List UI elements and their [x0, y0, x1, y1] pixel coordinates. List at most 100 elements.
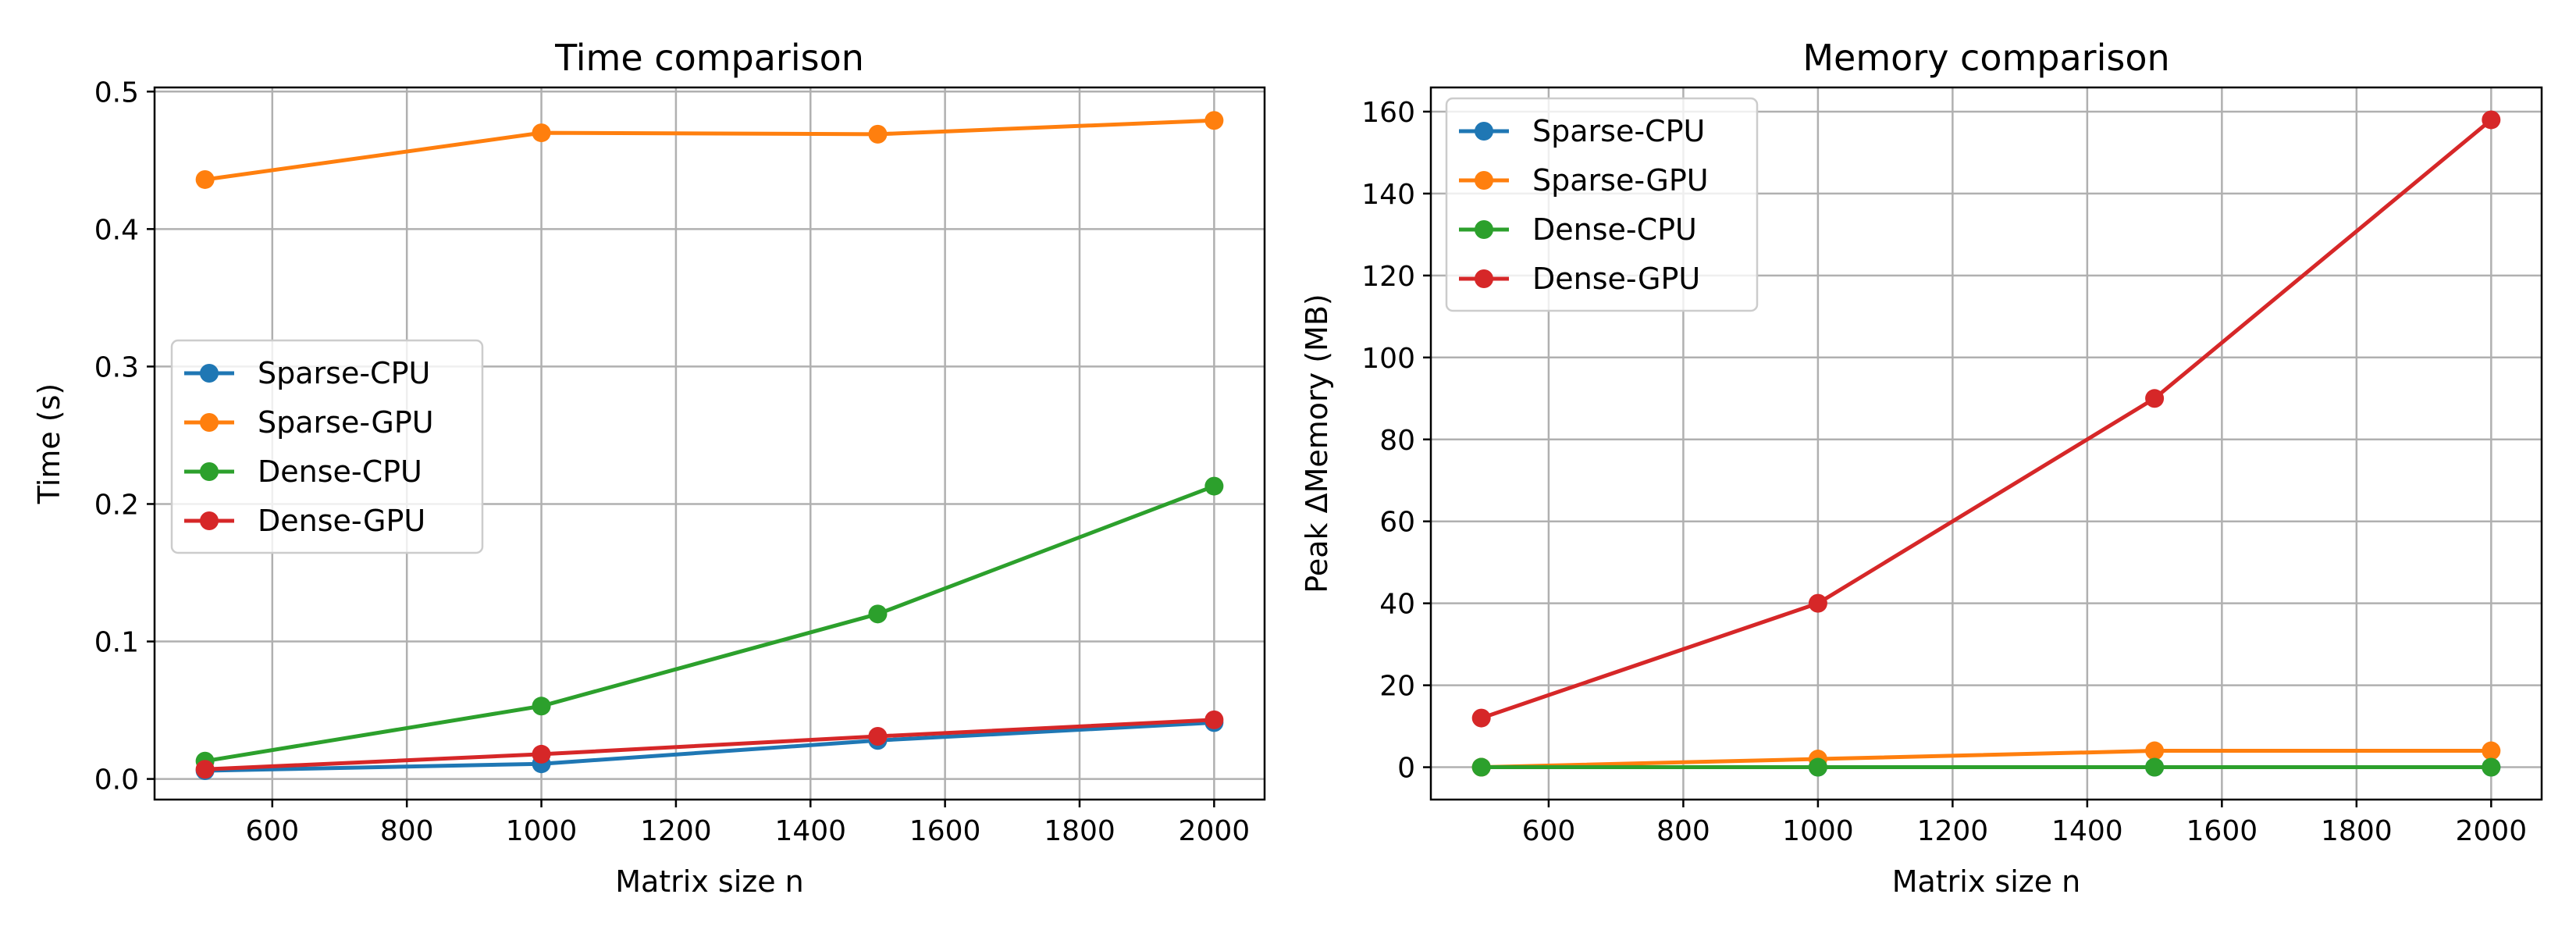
legend-entry-sparse-gpu: Sparse-GPU: [184, 405, 434, 440]
chart-title: Memory comparison: [1802, 37, 2169, 79]
time-comparison-chart: 600 800 1000 1200 1400 1600 1800 2000 0.0 0.1 0.2 0…: [32, 37, 1266, 899]
series-line: [205, 718, 1215, 771]
data-point: [1471, 708, 1491, 728]
series-line: [205, 484, 1215, 764]
plot-frame: [153, 86, 1266, 801]
legend-entry-dense-gpu: Dense-GPU: [1459, 262, 1700, 296]
legend-label: Sparse-GPU: [1532, 163, 1709, 198]
data-point: [532, 697, 551, 716]
series-dense-gpu: [1471, 110, 2501, 728]
x-tick-label: 1200: [640, 815, 712, 847]
legend-marker: [200, 462, 219, 481]
x-tick-label: 1200: [1917, 815, 1989, 847]
legend-entry-sparse-gpu: Sparse-GPU: [1459, 163, 1709, 198]
y-tick-label: 140: [1361, 179, 1415, 211]
legend-entry-dense-cpu: Dense-CPU: [184, 454, 422, 489]
data-point: [2482, 757, 2501, 777]
data-point: [1808, 593, 1827, 613]
data-point: [195, 169, 215, 189]
series-line: [205, 720, 1215, 773]
chart-title: Time comparison: [554, 37, 864, 79]
legend-marker: [200, 364, 219, 383]
y-axis-label: Peak ΔMemory (MB): [1300, 294, 1334, 593]
x-tick-label: 1600: [2186, 815, 2258, 847]
legend: Sparse-CPU Sparse-GPU Dense-CPU Dense-GPU: [170, 339, 484, 554]
legend-entry-dense-gpu: Dense-GPU: [184, 504, 425, 538]
y-tick-label: 120: [1361, 261, 1415, 293]
data-point: [868, 124, 888, 144]
x-tick-label: 2000: [1179, 815, 1251, 847]
series-dense-cpu: [1471, 757, 2501, 777]
legend-entry-sparse-cpu: Sparse-CPU: [184, 356, 430, 390]
y-tick-label: 0: [1397, 753, 1415, 785]
x-tick-label: 600: [245, 815, 299, 847]
y-axis-label: Time (s): [32, 383, 66, 505]
y-tick-label: 20: [1379, 671, 1415, 703]
x-tick-label: 1600: [909, 815, 981, 847]
legend-label: Dense-CPU: [258, 454, 422, 489]
y-tick-label: 100: [1361, 343, 1415, 375]
plot-frame: [1429, 86, 2543, 801]
legend-label: Dense-CPU: [1532, 212, 1697, 247]
legend-label: Sparse-GPU: [258, 405, 434, 440]
x-axis-label: Matrix size n: [615, 864, 804, 899]
legend-marker: [1475, 220, 1493, 239]
x-tick-label: 1000: [1782, 815, 1854, 847]
series-line: [1481, 749, 2492, 770]
legend-entry-dense-cpu: Dense-CPU: [1459, 212, 1697, 247]
legend-label: Sparse-CPU: [1532, 114, 1705, 148]
legend-marker: [200, 511, 219, 530]
x-axis-label: Matrix size n: [1892, 864, 2081, 899]
x-tick-label: 1800: [2321, 815, 2393, 847]
legend-label: Dense-GPU: [1532, 262, 1700, 296]
y-tick-label: 0.1: [94, 627, 139, 659]
data-point: [1204, 476, 1224, 496]
data-point: [2145, 741, 2165, 761]
data-point: [868, 604, 888, 624]
data-point: [195, 760, 215, 779]
series-sparse-gpu: [1471, 741, 2501, 777]
data-point: [1204, 710, 1224, 729]
legend-label: Sparse-CPU: [258, 356, 430, 390]
data-point: [2145, 757, 2165, 777]
x-tick-label: 600: [1522, 815, 1576, 847]
legend-marker: [1475, 122, 1493, 141]
y-tick-label: 40: [1379, 589, 1415, 621]
y-tick-label: 160: [1361, 97, 1415, 129]
legend: Sparse-CPU Sparse-GPU Dense-CPU Dense-GPU: [1445, 97, 1759, 312]
data-point: [1808, 757, 1827, 777]
memory-comparison-chart: 600 800 1000 1200 1400 1600 1800 2000 0 20 40 60 80 1…: [1300, 37, 2543, 899]
y-tick-label: 0.0: [94, 764, 139, 796]
data-point: [2145, 389, 2165, 408]
series-dense-gpu: [195, 710, 1224, 779]
x-tick-label: 800: [1656, 815, 1710, 847]
data-point: [1204, 111, 1224, 130]
series-line: [1480, 118, 2492, 720]
x-tick-label: 2000: [2456, 815, 2528, 847]
legend-marker: [200, 413, 219, 432]
data-point: [1471, 757, 1491, 777]
legend-entry-sparse-cpu: Sparse-CPU: [1459, 114, 1705, 148]
data-point: [532, 744, 551, 764]
y-tick-label: 0.5: [94, 77, 139, 109]
data-point: [532, 123, 551, 143]
legend-label: Dense-GPU: [258, 504, 425, 538]
data-point: [2482, 741, 2501, 761]
x-tick-label: 1800: [1044, 815, 1115, 847]
legend-box: [1445, 97, 1759, 312]
x-tick-label: 1400: [2051, 815, 2123, 847]
legend-marker: [1475, 171, 1493, 190]
y-tick-label: 0.3: [94, 351, 139, 383]
legend-box: [170, 339, 484, 554]
data-point: [868, 727, 888, 746]
series-line: [205, 118, 1215, 182]
x-tick-label: 1000: [506, 815, 578, 847]
x-tick-label: 800: [380, 815, 434, 847]
y-tick-label: 60: [1379, 507, 1415, 539]
y-tick-label: 80: [1379, 425, 1415, 457]
y-tick-label: 0.2: [94, 489, 139, 521]
y-tick-label: 0.4: [94, 214, 139, 246]
data-point: [2482, 110, 2501, 130]
series-sparse-gpu: [195, 111, 1224, 189]
